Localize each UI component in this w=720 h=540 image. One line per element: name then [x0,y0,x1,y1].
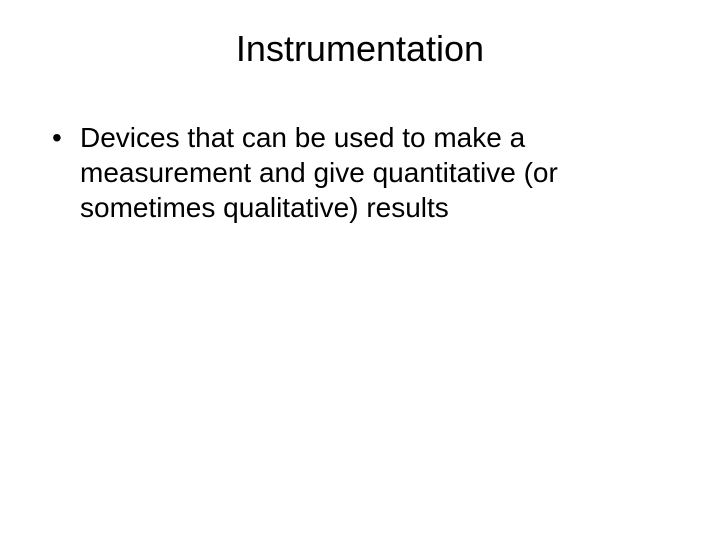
slide-content: • Devices that can be used to make a mea… [40,120,680,225]
bullet-text: Devices that can be used to make a measu… [80,120,680,225]
slide-title: Instrumentation [40,28,680,70]
slide-container: Instrumentation • Devices that can be us… [0,0,720,540]
bullet-item: • Devices that can be used to make a mea… [50,120,680,225]
bullet-marker: • [50,120,80,155]
